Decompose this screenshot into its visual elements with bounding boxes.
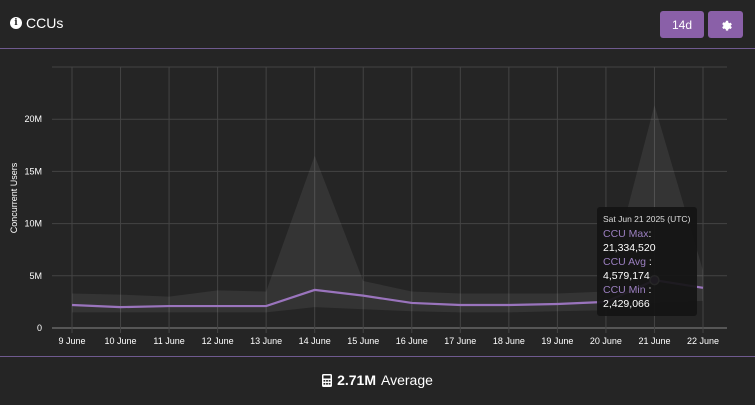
title-text: CCUs [26, 15, 64, 31]
x-tick-label: 21 June [638, 336, 670, 346]
x-tick-label: 10 June [105, 336, 137, 346]
x-tick-label: 18 June [493, 336, 525, 346]
y-tick-label: 10M [24, 219, 42, 229]
info-circle-icon[interactable]: i [10, 17, 22, 29]
footer-average: 2.71M Average [0, 372, 755, 388]
tooltip: Sat Jun 21 2025 (UTC) CCU Max: 21,334,52… [597, 207, 697, 316]
tooltip-row-max: CCU Max: 21,334,520 [603, 228, 656, 254]
x-tick-label: 19 June [541, 336, 573, 346]
y-axis-label: Concurrent Users [9, 162, 19, 233]
calculator-icon [322, 373, 333, 387]
y-tick-label: 20M [24, 114, 42, 124]
tooltip-row-min: CCU Min : 2,429,066 [603, 284, 652, 310]
average-value: 2.71M [337, 372, 376, 388]
x-tick-label: 22 June [687, 336, 719, 346]
x-tick-label: 20 June [590, 336, 622, 346]
x-tick-label: 16 June [396, 336, 428, 346]
gear-icon [721, 20, 732, 31]
x-tick-label: 9 June [58, 336, 85, 346]
average-label: Average [381, 372, 433, 388]
card-title: i CCUs [10, 15, 63, 31]
x-tick-label: 11 June [153, 336, 184, 346]
y-tick-label: 5M [29, 271, 42, 281]
footer-divider [0, 356, 755, 357]
y-tick-label: 0 [37, 323, 42, 333]
x-tick-label: 14 June [299, 336, 331, 346]
tooltip-date: Sat Jun 21 2025 (UTC) [603, 214, 691, 224]
tooltip-row-avg: CCU Avg : 4,579,174 [603, 256, 652, 282]
x-tick-label: 12 June [202, 336, 234, 346]
x-tick-label: 13 June [250, 336, 282, 346]
header: i CCUs 14d [0, 0, 755, 49]
x-tick-label: 17 June [444, 336, 476, 346]
y-tick-label: 15M [24, 166, 42, 176]
x-tick-label: 15 June [347, 336, 379, 346]
range-button[interactable]: 14d [660, 11, 704, 38]
settings-button[interactable] [708, 11, 743, 38]
